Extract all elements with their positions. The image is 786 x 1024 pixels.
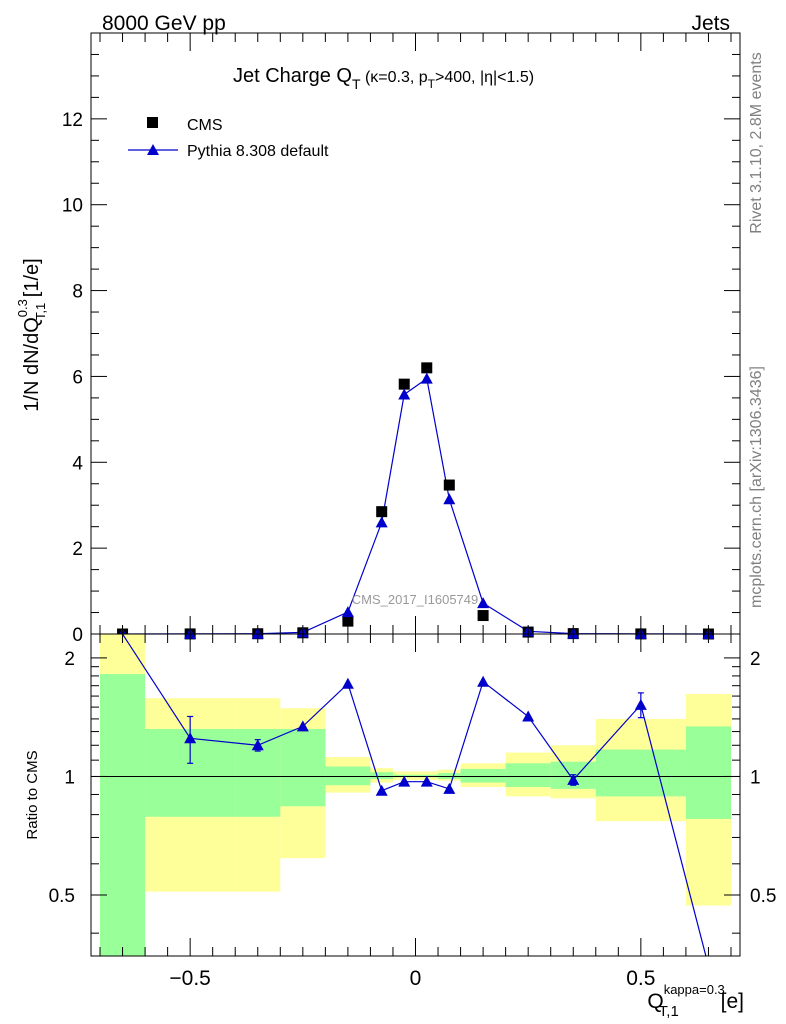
ratio-tick-marks: 0.5 0.5 1 1 2 2 −0.5 0 0.5	[49, 634, 776, 990]
cms-data-point	[421, 362, 433, 374]
main-y-tick-label: 10	[62, 196, 83, 217]
stat-uncertainty-band	[460, 768, 506, 783]
ratio-data-point	[251, 739, 264, 751]
ratio-data-point	[567, 773, 580, 785]
main-y-tick-label: 0	[72, 625, 83, 646]
ratio-data-point	[634, 698, 647, 710]
rivet-version-label: Rivet 3.1.10, 2.8M events	[748, 52, 765, 233]
ratio-data-point	[375, 784, 388, 796]
pythia-data-point	[398, 388, 411, 400]
main-y-label-suffix: [1/e]	[21, 258, 43, 302]
pythia-data-point	[375, 516, 388, 528]
stat-uncertainty-band	[280, 728, 326, 807]
main-y-tick-label: 4	[72, 453, 83, 474]
ratio-y-tick-label-right: 1	[750, 767, 761, 788]
ratio-data-point	[341, 677, 354, 689]
x-label-main: Q	[647, 990, 663, 1013]
stat-uncertainty-band	[370, 772, 393, 780]
pythia-data-point	[477, 597, 490, 609]
ratio-data-point	[443, 782, 456, 794]
x-label-sup: kappa=0.3	[664, 982, 725, 997]
ratio-uncertainty-bands	[100, 634, 731, 956]
ratio-data-point	[522, 710, 535, 722]
energy-label: 8000 GeV pp	[102, 12, 226, 35]
pythia-data-point	[341, 606, 354, 618]
stat-uncertainty-band	[505, 763, 551, 788]
ratio-data-point	[398, 775, 411, 787]
chart-title-detail-close: >400, |η|<1.5)	[435, 69, 534, 86]
x-label-sub: T,1	[659, 1003, 679, 1020]
chart-title-main-sub: T	[352, 76, 361, 92]
ratio-plot-panel: 0.5 0.5 1 1 2 2 −0.5 0 0.5 Ratio to CMS Qkappa=0…	[24, 633, 776, 1020]
chart-title-main: Jet Charge Q	[233, 65, 352, 87]
stat-uncertainty-band	[325, 766, 371, 786]
main-y-label-prefix: 1/N dN/dQ	[21, 317, 43, 411]
ratio-plot-marks	[121, 634, 707, 956]
cms-data-point	[342, 615, 354, 627]
main-y-tick-label: 12	[62, 110, 83, 131]
ratio-data-point	[420, 775, 433, 787]
stat-uncertainty-band	[685, 726, 731, 819]
ratio-y-tick-label: 0.5	[49, 886, 75, 907]
x-label-suffix: [e]	[715, 990, 744, 1013]
pythia-data-point	[420, 372, 433, 384]
main-y-label-sub: T,1	[33, 303, 48, 320]
ratio-series-group	[121, 634, 707, 956]
legend-cms-marker	[147, 117, 158, 128]
ratio-data-point	[296, 720, 309, 732]
ratio-y-tick-label: 2	[64, 649, 75, 670]
stat-uncertainty-band	[100, 674, 146, 956]
cms-data-point	[443, 479, 455, 491]
main-y-tick-label: 8	[72, 282, 83, 303]
cms-data-point	[398, 378, 410, 390]
stat-uncertainty-band	[595, 749, 686, 797]
mcplots-label: mcplots.cern.ch [arXiv:1306.3436]	[748, 366, 765, 608]
main-y-axis-label: 1/N dN/dQ0.3 T,1 [1/e]	[15, 258, 48, 411]
legend-cms-label: CMS	[187, 117, 223, 134]
chart-title-detail-open: (κ=0.3, p	[361, 69, 428, 86]
ratio-y-tick-label: 1	[64, 767, 75, 788]
ratio-data-point	[477, 675, 490, 687]
main-y-tick-label: 6	[72, 367, 83, 388]
x-axis-label: Qkappa=0.3 T,1 [e]	[647, 982, 744, 1020]
ratio-y-tick-label-right: 0.5	[750, 886, 776, 907]
ratio-y-tick-label-right: 2	[750, 649, 761, 670]
cms-data-point	[376, 506, 388, 518]
x-tick-label: 0.5	[626, 967, 655, 990]
chart-title: Jet Charge QT (κ=0.3, pT>400, |η|<1.5)	[233, 65, 534, 92]
cms-data-point	[477, 610, 489, 622]
analysis-watermark: CMS_2017_I1605749	[352, 592, 479, 607]
main-y-tick-label: 2	[72, 539, 83, 560]
main-y-label-sup: 0.3	[15, 299, 30, 317]
chart-title-detail-sub: T	[428, 77, 436, 91]
legend-pythia-label: Pythia 8.308 default	[187, 143, 329, 160]
x-tick-label: 0	[410, 967, 422, 990]
legend-pythia-marker	[147, 144, 159, 155]
x-tick-label: −0.5	[169, 967, 210, 990]
legend: CMS Pythia 8.308 default	[128, 117, 329, 160]
pythia-series-line	[122, 377, 709, 635]
ratio-data-point	[184, 732, 197, 744]
process-label: Jets	[691, 12, 730, 35]
main-tick-marks: 0 2 4 6 8 10 12	[62, 33, 740, 646]
pythia-data-point	[443, 493, 456, 505]
ratio-y-axis-label: Ratio to CMS	[24, 750, 41, 839]
ratio-series-line	[121, 634, 707, 956]
